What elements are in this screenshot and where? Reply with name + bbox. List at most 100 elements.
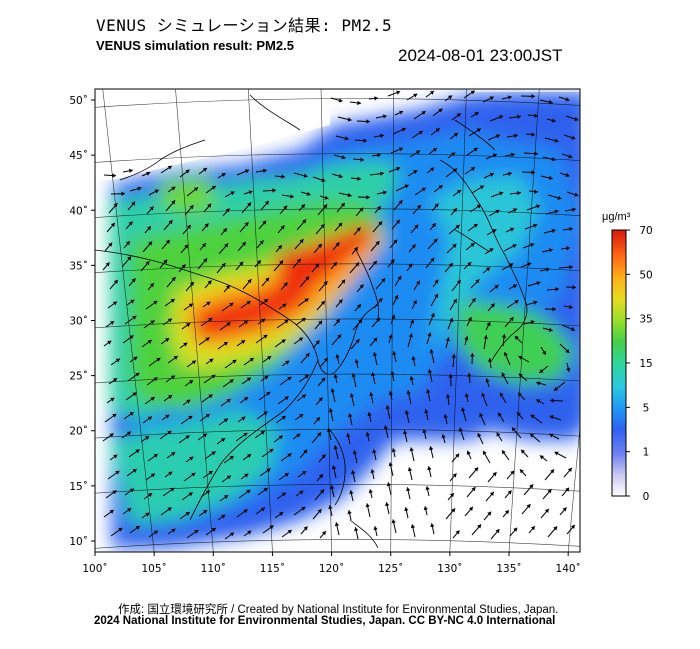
wind-arrow bbox=[464, 506, 474, 517]
wind-arrow bbox=[204, 280, 212, 289]
wind-arrow bbox=[539, 365, 549, 374]
wind-arrow bbox=[311, 263, 320, 273]
wind-arrow bbox=[148, 530, 159, 538]
wind-arrow bbox=[521, 170, 536, 175]
wind-arrow bbox=[121, 431, 132, 439]
wind-arrow bbox=[335, 299, 343, 308]
wind-arrow bbox=[479, 412, 486, 426]
wind-arrow bbox=[544, 137, 559, 143]
wind-arrow bbox=[180, 244, 189, 254]
wind-arrow bbox=[300, 191, 311, 196]
lat-tick-label: 30˚ bbox=[69, 316, 88, 328]
wind-arrow bbox=[180, 415, 193, 425]
wind-arrow bbox=[430, 293, 439, 307]
wind-arrow bbox=[144, 225, 152, 234]
wind-arrow bbox=[318, 280, 328, 292]
wind-arrow bbox=[278, 303, 287, 310]
wind-arrow bbox=[559, 343, 570, 354]
latitude-labels: 10˚ 15˚ 20˚ 25˚ 30˚ 35˚ 40˚ 45˚ 50˚ bbox=[69, 95, 88, 548]
wind-arrow bbox=[429, 349, 435, 364]
wind-arrow bbox=[161, 414, 170, 421]
wind-arrow bbox=[179, 342, 188, 349]
wind-arrow bbox=[489, 115, 504, 122]
wind-arrow bbox=[331, 173, 343, 179]
coastlines bbox=[95, 94, 528, 549]
wind-arrow bbox=[505, 227, 515, 233]
wind-arrow bbox=[205, 358, 214, 365]
wind-arrow bbox=[166, 276, 176, 288]
wind-arrow bbox=[423, 506, 428, 516]
wind-arrow bbox=[129, 186, 142, 192]
wind-arrow bbox=[275, 244, 283, 253]
wind-arrow bbox=[128, 278, 136, 287]
wind-arrow bbox=[331, 465, 337, 479]
wind-arrow bbox=[388, 462, 394, 477]
wind-arrow bbox=[525, 300, 538, 306]
wind-arrow bbox=[198, 167, 208, 175]
wind-arrow bbox=[427, 369, 433, 383]
wind-arrow bbox=[276, 492, 287, 500]
wind-arrow bbox=[261, 277, 270, 287]
wind-arrow bbox=[447, 152, 456, 159]
wind-arrow bbox=[504, 490, 512, 499]
wind-arrow bbox=[466, 316, 472, 327]
wind-arrow bbox=[140, 435, 150, 443]
wind-arrow bbox=[489, 284, 499, 293]
wind-arrow bbox=[468, 128, 482, 137]
wind-arrow bbox=[328, 505, 333, 517]
wind-arrow bbox=[561, 487, 570, 497]
wind-arrow bbox=[529, 433, 541, 443]
wind-arrow bbox=[335, 135, 349, 141]
wind-arrow bbox=[167, 186, 176, 193]
wind-arrow bbox=[544, 469, 555, 481]
wind-arrow bbox=[129, 525, 141, 534]
wind-arrow bbox=[422, 429, 427, 440]
wind-arrow bbox=[406, 390, 412, 405]
wind-arrow bbox=[333, 374, 338, 384]
wind-arrow bbox=[465, 242, 475, 251]
wind-arrow bbox=[334, 522, 340, 536]
wind-arrow bbox=[347, 510, 352, 521]
wind-arrow bbox=[260, 200, 270, 211]
wind-arrow bbox=[352, 157, 364, 162]
wind-arrow bbox=[222, 208, 230, 217]
wind-arrow bbox=[466, 450, 472, 460]
wind-arrow bbox=[549, 415, 562, 421]
timestamp: 2024-08-01 23:00JST bbox=[398, 46, 563, 65]
wind-arrow bbox=[293, 337, 304, 345]
wind-arrow bbox=[202, 470, 214, 479]
wind-arrow bbox=[296, 394, 307, 402]
wind-arrow bbox=[258, 391, 271, 401]
wind-arrow bbox=[389, 239, 398, 249]
wind-arrow bbox=[338, 192, 352, 198]
wind-arrow bbox=[411, 299, 417, 310]
wind-arrow bbox=[312, 340, 320, 349]
wind-arrow bbox=[481, 392, 488, 407]
wind-arrow bbox=[372, 221, 383, 233]
wind-arrow bbox=[375, 278, 386, 290]
wind-arrow bbox=[147, 453, 159, 462]
wind-arrow bbox=[239, 221, 249, 233]
colorbar-tick-label: 50 bbox=[639, 269, 652, 281]
wind-arrow bbox=[354, 527, 359, 540]
wind-arrow bbox=[348, 413, 353, 426]
wind-arrow bbox=[546, 118, 556, 123]
wind-arrow bbox=[503, 244, 517, 252]
wind-arrow bbox=[104, 413, 117, 423]
wind-arrow bbox=[199, 242, 207, 251]
wind-arrow bbox=[162, 487, 175, 497]
wind-arrow bbox=[167, 355, 179, 364]
wind-arrow bbox=[371, 152, 381, 158]
wind-arrow bbox=[106, 397, 115, 404]
wind-arrow bbox=[487, 358, 493, 369]
wind-arrow bbox=[164, 471, 173, 478]
wind-arrow bbox=[566, 524, 576, 535]
wind-arrow bbox=[509, 527, 518, 537]
wind-arrow bbox=[107, 301, 118, 309]
wind-arrow bbox=[392, 294, 399, 306]
wind-arrow bbox=[182, 224, 192, 235]
wind-arrow bbox=[388, 334, 393, 344]
lon-tick-label: 105˚ bbox=[141, 563, 166, 575]
wind-arrow bbox=[391, 219, 401, 230]
wind-arrow bbox=[281, 194, 294, 199]
